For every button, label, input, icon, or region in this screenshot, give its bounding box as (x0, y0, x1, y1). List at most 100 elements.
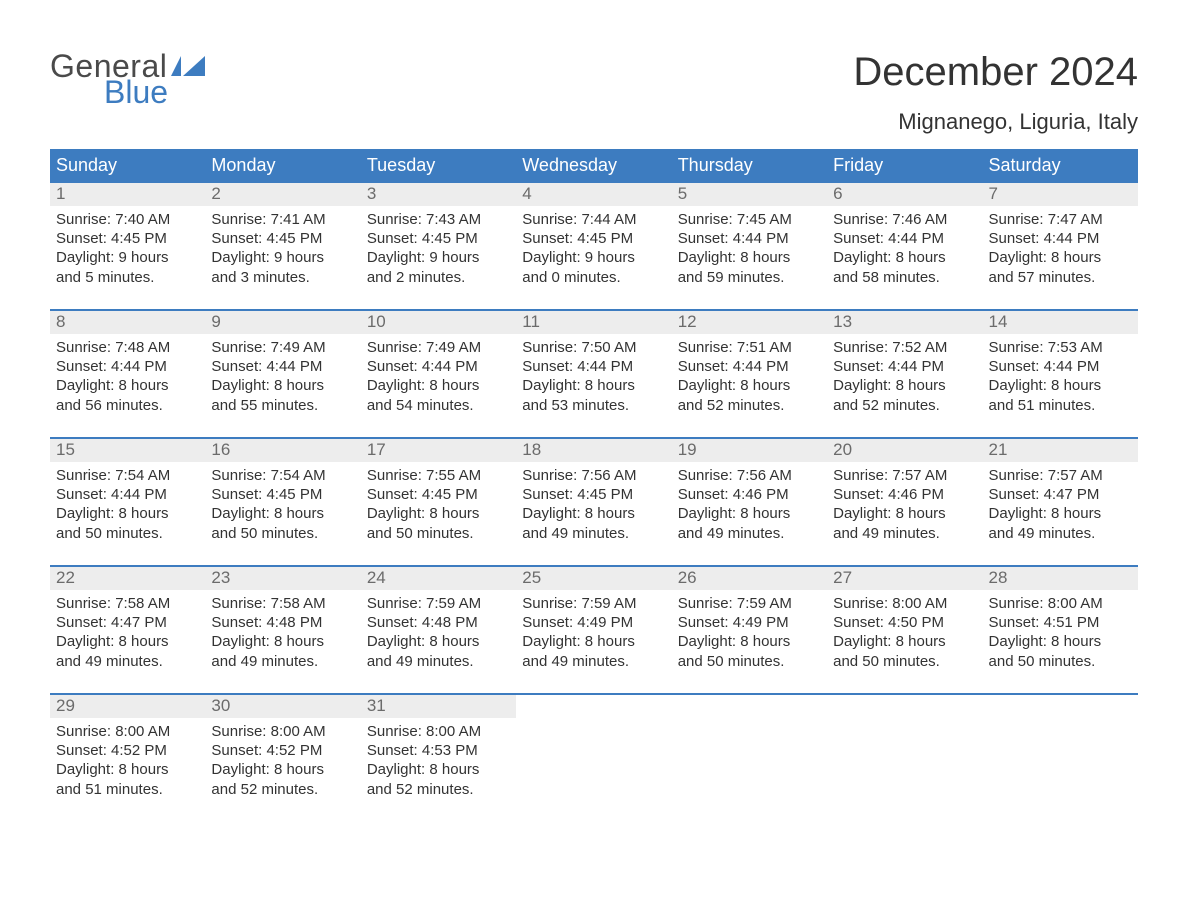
week-row: 1Sunrise: 7:40 AMSunset: 4:45 PMDaylight… (50, 183, 1138, 295)
logo-text-blue: Blue (104, 76, 205, 108)
page: General Blue December 2024 Mignanego, Li… (0, 0, 1188, 847)
day-cell: 6Sunrise: 7:46 AMSunset: 4:44 PMDaylight… (827, 183, 982, 295)
day-cell: 17Sunrise: 7:55 AMSunset: 4:45 PMDayligh… (361, 439, 516, 551)
sunset-text: Sunset: 4:52 PM (56, 741, 199, 760)
day-number: 17 (361, 439, 516, 462)
dl1-text: Daylight: 9 hours (211, 248, 354, 267)
day-body: Sunrise: 7:54 AMSunset: 4:45 PMDaylight:… (205, 462, 360, 543)
month-title: December 2024 (853, 50, 1138, 95)
sunset-text: Sunset: 4:48 PM (367, 613, 510, 632)
sunset-text: Sunset: 4:45 PM (211, 229, 354, 248)
day-body: Sunrise: 7:52 AMSunset: 4:44 PMDaylight:… (827, 334, 982, 415)
day-cell (983, 695, 1138, 807)
day-cell: 23Sunrise: 7:58 AMSunset: 4:48 PMDayligh… (205, 567, 360, 679)
day-number: 6 (827, 183, 982, 206)
day-body: Sunrise: 8:00 AMSunset: 4:52 PMDaylight:… (205, 718, 360, 799)
day-body: Sunrise: 7:58 AMSunset: 4:48 PMDaylight:… (205, 590, 360, 671)
dl1-text: Daylight: 8 hours (833, 248, 976, 267)
sunrise-text: Sunrise: 7:58 AM (56, 594, 199, 613)
sunrise-text: Sunrise: 7:41 AM (211, 210, 354, 229)
dl1-text: Daylight: 8 hours (522, 376, 665, 395)
day-body: Sunrise: 7:46 AMSunset: 4:44 PMDaylight:… (827, 206, 982, 287)
dl2-text: and 52 minutes. (211, 780, 354, 799)
dl2-text: and 50 minutes. (367, 524, 510, 543)
sunset-text: Sunset: 4:47 PM (989, 485, 1132, 504)
day-body: Sunrise: 7:49 AMSunset: 4:44 PMDaylight:… (205, 334, 360, 415)
sunrise-text: Sunrise: 7:49 AM (211, 338, 354, 357)
title-block: December 2024 Mignanego, Liguria, Italy (853, 50, 1138, 135)
day-cell (827, 695, 982, 807)
calendar: Sunday Monday Tuesday Wednesday Thursday… (50, 149, 1138, 807)
day-number: 23 (205, 567, 360, 590)
day-number: 27 (827, 567, 982, 590)
sunrise-text: Sunrise: 7:54 AM (56, 466, 199, 485)
sunset-text: Sunset: 4:44 PM (989, 357, 1132, 376)
day-body: Sunrise: 7:41 AMSunset: 4:45 PMDaylight:… (205, 206, 360, 287)
dl2-text: and 50 minutes. (56, 524, 199, 543)
dl2-text: and 52 minutes. (367, 780, 510, 799)
dl2-text: and 3 minutes. (211, 268, 354, 287)
day-body: Sunrise: 7:43 AMSunset: 4:45 PMDaylight:… (361, 206, 516, 287)
dl1-text: Daylight: 8 hours (522, 504, 665, 523)
sunset-text: Sunset: 4:45 PM (211, 485, 354, 504)
day-cell: 28Sunrise: 8:00 AMSunset: 4:51 PMDayligh… (983, 567, 1138, 679)
dl2-text: and 49 minutes. (678, 524, 821, 543)
sunrise-text: Sunrise: 7:56 AM (522, 466, 665, 485)
day-number: 24 (361, 567, 516, 590)
sunset-text: Sunset: 4:44 PM (367, 357, 510, 376)
dl1-text: Daylight: 9 hours (56, 248, 199, 267)
weekday-header: Saturday (983, 149, 1138, 183)
sunset-text: Sunset: 4:51 PM (989, 613, 1132, 632)
weekday-header: Thursday (672, 149, 827, 183)
day-body: Sunrise: 7:53 AMSunset: 4:44 PMDaylight:… (983, 334, 1138, 415)
sunrise-text: Sunrise: 7:58 AM (211, 594, 354, 613)
weekday-header-row: Sunday Monday Tuesday Wednesday Thursday… (50, 149, 1138, 183)
day-cell: 20Sunrise: 7:57 AMSunset: 4:46 PMDayligh… (827, 439, 982, 551)
sunset-text: Sunset: 4:53 PM (367, 741, 510, 760)
sunset-text: Sunset: 4:45 PM (522, 229, 665, 248)
sunset-text: Sunset: 4:44 PM (56, 357, 199, 376)
dl2-text: and 0 minutes. (522, 268, 665, 287)
dl2-text: and 49 minutes. (522, 652, 665, 671)
day-cell: 13Sunrise: 7:52 AMSunset: 4:44 PMDayligh… (827, 311, 982, 423)
day-body: Sunrise: 7:51 AMSunset: 4:44 PMDaylight:… (672, 334, 827, 415)
day-cell: 14Sunrise: 7:53 AMSunset: 4:44 PMDayligh… (983, 311, 1138, 423)
day-cell: 25Sunrise: 7:59 AMSunset: 4:49 PMDayligh… (516, 567, 671, 679)
day-cell: 24Sunrise: 7:59 AMSunset: 4:48 PMDayligh… (361, 567, 516, 679)
sunrise-text: Sunrise: 7:52 AM (833, 338, 976, 357)
dl1-text: Daylight: 8 hours (522, 632, 665, 651)
weekday-header: Sunday (50, 149, 205, 183)
day-number: 4 (516, 183, 671, 206)
day-number: 7 (983, 183, 1138, 206)
day-number: 14 (983, 311, 1138, 334)
day-body: Sunrise: 7:54 AMSunset: 4:44 PMDaylight:… (50, 462, 205, 543)
day-body: Sunrise: 7:55 AMSunset: 4:45 PMDaylight:… (361, 462, 516, 543)
dl2-text: and 49 minutes. (833, 524, 976, 543)
day-cell: 18Sunrise: 7:56 AMSunset: 4:45 PMDayligh… (516, 439, 671, 551)
dl1-text: Daylight: 8 hours (56, 760, 199, 779)
dl2-text: and 51 minutes. (989, 396, 1132, 415)
sunrise-text: Sunrise: 7:50 AM (522, 338, 665, 357)
day-number: 29 (50, 695, 205, 718)
day-cell: 4Sunrise: 7:44 AMSunset: 4:45 PMDaylight… (516, 183, 671, 295)
dl2-text: and 49 minutes. (989, 524, 1132, 543)
dl2-text: and 2 minutes. (367, 268, 510, 287)
dl1-text: Daylight: 8 hours (678, 632, 821, 651)
day-cell: 30Sunrise: 8:00 AMSunset: 4:52 PMDayligh… (205, 695, 360, 807)
day-body: Sunrise: 7:47 AMSunset: 4:44 PMDaylight:… (983, 206, 1138, 287)
week-row: 22Sunrise: 7:58 AMSunset: 4:47 PMDayligh… (50, 565, 1138, 679)
sunrise-text: Sunrise: 8:00 AM (367, 722, 510, 741)
day-number: 31 (361, 695, 516, 718)
sunset-text: Sunset: 4:44 PM (989, 229, 1132, 248)
sunset-text: Sunset: 4:48 PM (211, 613, 354, 632)
day-body: Sunrise: 7:59 AMSunset: 4:49 PMDaylight:… (672, 590, 827, 671)
sunrise-text: Sunrise: 7:59 AM (367, 594, 510, 613)
dl1-text: Daylight: 8 hours (211, 376, 354, 395)
sunset-text: Sunset: 4:44 PM (211, 357, 354, 376)
sunset-text: Sunset: 4:44 PM (678, 357, 821, 376)
sunrise-text: Sunrise: 7:44 AM (522, 210, 665, 229)
sunset-text: Sunset: 4:44 PM (678, 229, 821, 248)
sunset-text: Sunset: 4:46 PM (833, 485, 976, 504)
sunrise-text: Sunrise: 7:48 AM (56, 338, 199, 357)
day-number: 5 (672, 183, 827, 206)
